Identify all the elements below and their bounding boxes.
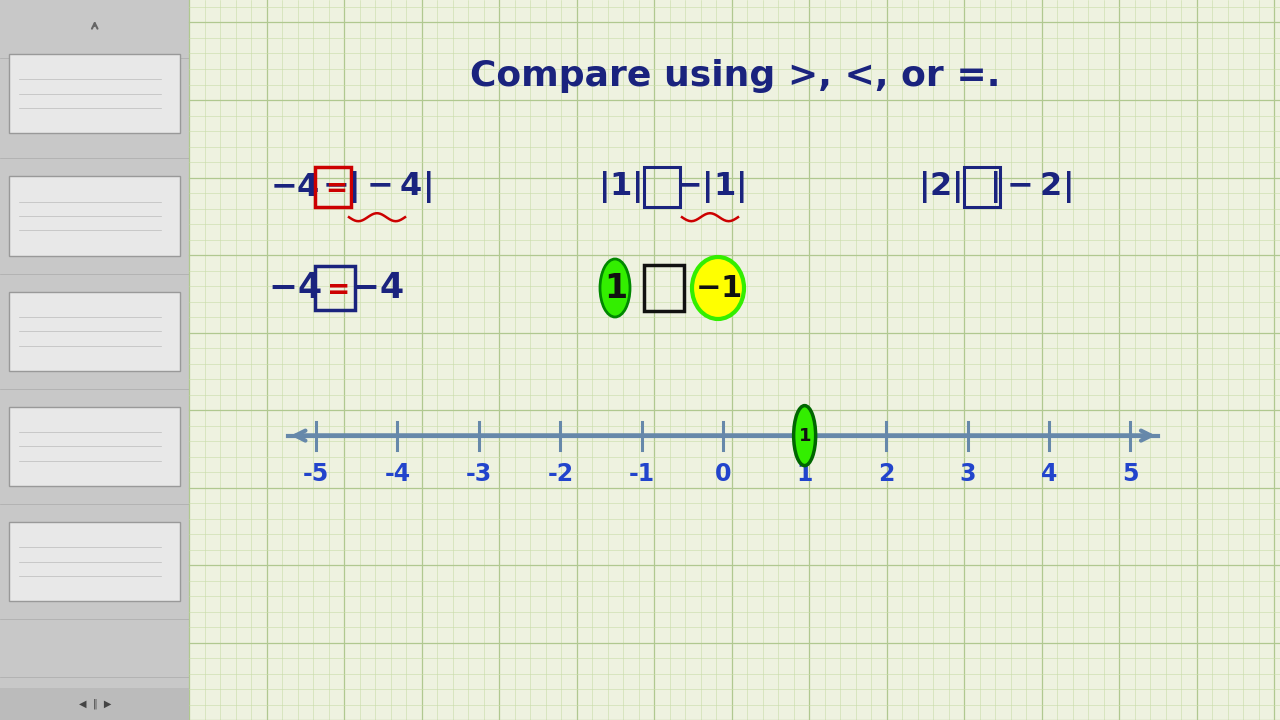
Text: 4: 4 <box>1041 462 1057 485</box>
Text: $\mathbf{-|-4|}$: $\mathbf{-|-4|}$ <box>323 169 431 205</box>
Bar <box>964 167 1000 207</box>
Text: -5: -5 <box>303 462 329 485</box>
Text: 5: 5 <box>1123 462 1139 485</box>
Ellipse shape <box>600 259 630 317</box>
Ellipse shape <box>692 257 744 319</box>
Text: $\mathbf{|2|}$: $\mathbf{|2|}$ <box>918 169 961 205</box>
Text: -2: -2 <box>548 462 573 485</box>
Text: $\mathbf{-4}$: $\mathbf{-4}$ <box>269 271 321 305</box>
Text: ◀  ‖  ▶: ◀ ‖ ▶ <box>78 699 111 709</box>
Bar <box>189 0 1280 720</box>
Text: $\mathbf{|-2|}$: $\mathbf{|-2|}$ <box>988 169 1071 205</box>
Text: $\mathbf{1}$: $\mathbf{1}$ <box>604 271 626 305</box>
Text: 1: 1 <box>796 462 813 485</box>
Bar <box>9 54 180 133</box>
Text: -1: -1 <box>628 462 655 485</box>
Text: $\mathbf{-1}$: $\mathbf{-1}$ <box>695 274 741 302</box>
Text: -3: -3 <box>466 462 492 485</box>
Bar <box>0 0 189 720</box>
Bar <box>9 176 180 256</box>
Bar <box>9 292 180 371</box>
Text: $\mathbf{=}$: $\mathbf{=}$ <box>320 174 346 200</box>
Text: Compare using >, <, or =.: Compare using >, <, or =. <box>470 58 1000 93</box>
Bar <box>315 167 351 207</box>
Text: $\mathbf{|1|}$: $\mathbf{|1|}$ <box>598 169 641 205</box>
Bar <box>644 167 680 207</box>
Text: 3: 3 <box>959 462 975 485</box>
Text: 2: 2 <box>878 462 895 485</box>
Text: $\mathbf{1}$: $\mathbf{1}$ <box>797 426 812 444</box>
Ellipse shape <box>794 405 815 466</box>
Text: $\mathbf{-4}$: $\mathbf{-4}$ <box>270 171 320 203</box>
Text: -4: -4 <box>384 462 411 485</box>
Text: $\mathbf{=}$: $\mathbf{=}$ <box>321 274 349 302</box>
Bar <box>0 688 189 720</box>
Bar <box>644 265 684 311</box>
Text: $\mathbf{-4}$: $\mathbf{-4}$ <box>351 271 403 305</box>
Text: 0: 0 <box>716 462 731 485</box>
Text: $\mathbf{-|1|}$: $\mathbf{-|1|}$ <box>675 169 745 205</box>
Bar <box>9 522 180 601</box>
Bar <box>315 266 355 310</box>
Bar <box>9 407 180 486</box>
